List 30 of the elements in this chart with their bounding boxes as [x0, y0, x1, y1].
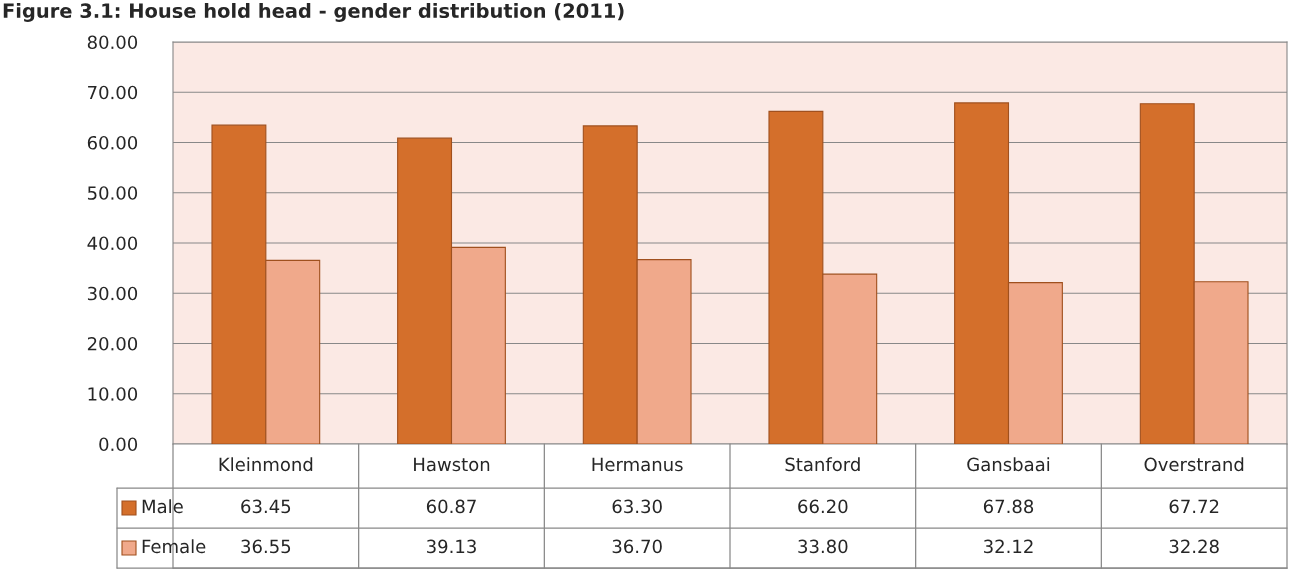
data-label: 36.55 [241, 539, 291, 554]
y-tick-label: 30.00 [87, 286, 138, 301]
x-tick-label: Hermanus [592, 457, 683, 472]
y-tick-label: 80.00 [87, 35, 138, 50]
legend-label: Male [142, 499, 183, 514]
data-label: 39.13 [427, 539, 476, 554]
data-label: 60.87 [426, 499, 476, 514]
legend-label: Female [142, 539, 206, 554]
data-label: 63.45 [241, 499, 291, 514]
data-label: 66.20 [798, 499, 848, 514]
y-tick-label: 70.00 [88, 85, 138, 100]
data-label: 67.72 [1169, 499, 1219, 514]
data-label: 67.88 [983, 499, 1034, 514]
y-tick-label: 20.00 [87, 336, 138, 351]
data-label: 33.80 [798, 539, 848, 554]
y-tick-label: 40.00 [87, 236, 138, 251]
x-tick-label: Hawston [414, 457, 490, 472]
data-label: 32.12 [984, 539, 1033, 554]
x-tick-label: Overstrand [1144, 457, 1244, 472]
y-tick-label: 0.00 [99, 437, 138, 452]
x-tick-label: Gansbaai [967, 457, 1050, 472]
y-tick-label: 10.00 [88, 387, 138, 401]
y-tick-label: 60.00 [87, 135, 138, 150]
x-tick-label: Kleinmond [219, 457, 313, 472]
x-tick-label: Stanford [785, 457, 860, 472]
data-label: 63.30 [612, 499, 662, 514]
y-tick-label: 50.00 [87, 186, 138, 200]
chart-title: Figure 3.1: House hold head - gender distribution (2011) [3, 3, 624, 22]
data-label: 36.70 [612, 539, 662, 554]
data-label: 32.28 [1169, 539, 1219, 554]
